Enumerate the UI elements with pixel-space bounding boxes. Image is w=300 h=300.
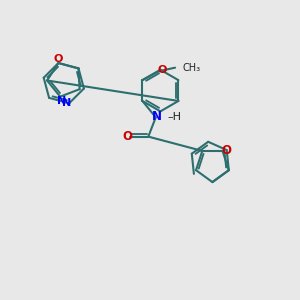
Text: CH₃: CH₃ [182,63,201,73]
Text: O: O [54,55,63,64]
Text: O: O [221,144,231,158]
Text: –H: –H [167,112,181,122]
Text: O: O [158,65,167,75]
Text: N: N [152,110,162,123]
Text: N: N [57,96,66,106]
Text: O: O [122,130,132,142]
Text: N: N [62,98,71,108]
